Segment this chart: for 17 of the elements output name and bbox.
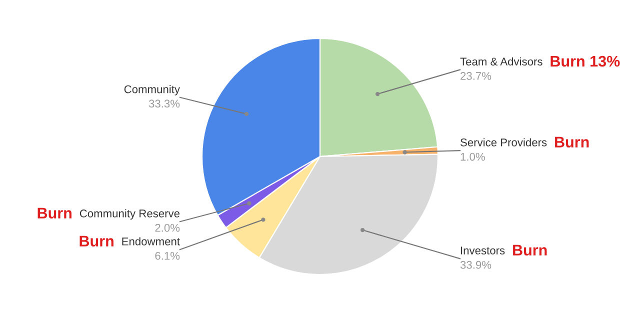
text: Burn	[80, 236, 114, 247]
slice-label: Investors	[461, 246, 505, 254]
slice-label: Community Reserve	[80, 209, 180, 220]
text: Burn	[38, 208, 72, 219]
slice-label: Community	[124, 85, 180, 96]
slice-label: Endowment	[122, 237, 180, 246]
slice-label: Service Providers	[460, 138, 547, 146]
data-label: 33.3%	[148, 100, 180, 108]
text: Burn 13%	[550, 56, 620, 67]
data-label: 33.9%	[460, 260, 492, 269]
text: Burn	[513, 244, 547, 256]
data-label: 1.0%	[460, 152, 485, 161]
data-label: 6.1%	[155, 252, 180, 260]
slice-label: Team & Advisors	[460, 57, 542, 66]
text: Burn	[555, 136, 589, 148]
data-label: 2.0%	[155, 224, 180, 232]
data-label: 23.7%	[460, 72, 492, 80]
